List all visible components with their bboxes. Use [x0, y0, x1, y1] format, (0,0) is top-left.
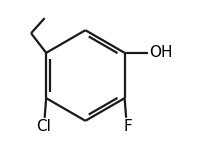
Text: F: F	[123, 119, 131, 134]
Text: Cl: Cl	[36, 119, 50, 134]
Text: OH: OH	[148, 45, 171, 60]
